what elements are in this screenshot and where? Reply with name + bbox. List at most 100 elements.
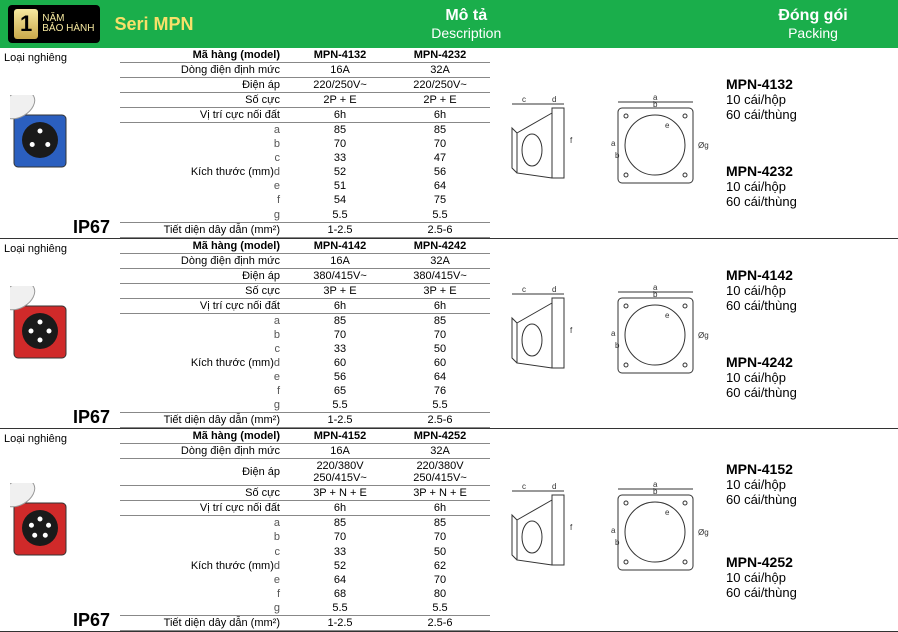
- dim-val: 51: [290, 179, 390, 193]
- dim-val: 60: [290, 356, 390, 370]
- spec-val: 220/250V~: [390, 78, 490, 93]
- dim-val: 65: [290, 384, 390, 398]
- spec-val: 6h: [390, 108, 490, 123]
- spec-val: 3P + E: [390, 283, 490, 298]
- front-diagram: a b e ab Øg: [603, 278, 713, 388]
- dim-row-label: e: [120, 179, 290, 193]
- front-diagram: a b e ab Øg: [603, 475, 713, 585]
- model-label: Mã hàng (model): [120, 239, 290, 254]
- tilt-label: Loại nghiêng: [4, 433, 116, 445]
- product-section: Loại nghiêng IP67 Mã hàng (model)MPN-414…: [0, 239, 898, 430]
- dim-val: 70: [390, 137, 490, 151]
- wire-label: Tiết diện dây dẫn (mm²): [120, 413, 290, 428]
- dim-val: 75: [390, 193, 490, 207]
- packing-model: MPN-4232: [726, 163, 884, 179]
- svg-text:b: b: [615, 341, 620, 350]
- packing-column: MPN-4142 10 cái/hộp 60 cái/thùng MPN-424…: [720, 239, 890, 429]
- packing-box: 10 cái/hộp: [726, 283, 884, 298]
- svg-text:Øg: Øg: [698, 528, 709, 537]
- svg-text:d: d: [552, 95, 556, 104]
- packing-carton: 60 cái/thùng: [726, 585, 884, 600]
- dim-row-label: c: [120, 342, 290, 356]
- dim-row-label: c: [120, 545, 290, 559]
- warranty-text: NĂM BẢO HÀNH: [42, 14, 94, 34]
- dim-val: 50: [390, 545, 490, 559]
- model-col: MPN-4132: [290, 48, 390, 63]
- spec-val: 220/380V 250/415V~: [290, 459, 390, 486]
- spec-label: Số cực: [120, 93, 290, 108]
- dim-val: 33: [290, 151, 390, 165]
- dim-val: 85: [390, 516, 490, 531]
- packing-box: 10 cái/hộp: [726, 477, 884, 492]
- spec-val: 2P + E: [390, 93, 490, 108]
- packing-block: MPN-4152 10 cái/hộp 60 cái/thùng: [726, 461, 884, 507]
- spec-val: 380/415V~: [290, 268, 390, 283]
- tilt-label: Loại nghiêng: [4, 52, 116, 64]
- svg-text:e: e: [665, 508, 670, 517]
- spec-val: 220/380V 250/415V~: [390, 459, 490, 486]
- svg-text:a: a: [611, 329, 616, 338]
- spec-label: Vị trí cực nối đất: [120, 298, 290, 313]
- side-diagram: cd f: [497, 278, 597, 388]
- packing-block: MPN-4252 10 cái/hộp 60 cái/thùng: [726, 554, 884, 600]
- packing-model: MPN-4242: [726, 354, 884, 370]
- packing-carton: 60 cái/thùng: [726, 492, 884, 507]
- packing-carton: 60 cái/thùng: [726, 298, 884, 313]
- dim-label: Kích thước (mm): [191, 357, 274, 369]
- packing-box: 10 cái/hộp: [726, 92, 884, 107]
- packing-column: MPN-4152 10 cái/hộp 60 cái/thùng MPN-425…: [720, 429, 890, 631]
- dim-val: 64: [290, 573, 390, 587]
- packing-model: MPN-4132: [726, 76, 884, 92]
- side-diagram: cd f: [497, 88, 597, 198]
- svg-text:Øg: Øg: [698, 331, 709, 340]
- dim-row-label: g: [120, 601, 290, 616]
- spec-val: 6h: [390, 298, 490, 313]
- warranty-bottom: BẢO HÀNH: [42, 23, 94, 34]
- dim-val: 50: [390, 342, 490, 356]
- svg-text:a: a: [611, 139, 616, 148]
- dim-row-label: f: [120, 193, 290, 207]
- dim-val: 60: [390, 356, 490, 370]
- svg-text:b: b: [653, 487, 658, 496]
- packing-block: MPN-4132 10 cái/hộp 60 cái/thùng: [726, 76, 884, 122]
- dim-val: 56: [390, 165, 490, 179]
- dim-val: 33: [290, 342, 390, 356]
- diagram-column: cd f a b e ab Øg: [490, 429, 720, 631]
- spec-val: 6h: [290, 501, 390, 516]
- dim-row-label: e: [120, 370, 290, 384]
- product-image: [10, 95, 110, 185]
- spec-table: Mã hàng (model)MPN-4152MPN-4252Dòng điện…: [120, 429, 490, 631]
- left-column: Loại nghiêng IP67: [0, 48, 120, 238]
- spec-label: Số cực: [120, 283, 290, 298]
- dim-val: 70: [390, 530, 490, 544]
- diagram-column: cd f a b e ab Øg: [490, 239, 720, 429]
- spec-table: Mã hàng (model)MPN-4142MPN-4242Dòng điện…: [120, 239, 490, 429]
- tilt-label: Loại nghiêng: [4, 243, 116, 255]
- dim-val: 5.5: [290, 398, 390, 413]
- dim-val: 33: [290, 545, 390, 559]
- product-section: Loại nghiêng IP67 Mã hàng (model)MPN-415…: [0, 429, 898, 632]
- dim-row-label: Kích thước (mm) d: [120, 559, 290, 573]
- desc-vi: Mô tả: [204, 7, 728, 25]
- spec-val: 2P + E: [290, 93, 390, 108]
- dim-val: 5.5: [290, 208, 390, 223]
- front-diagram: a b e ab Øg: [603, 88, 713, 198]
- dim-row-label: a: [120, 123, 290, 138]
- dim-row-label: Kích thước (mm) d: [120, 356, 290, 370]
- wire-val: 1-2.5: [290, 413, 390, 428]
- packing-block: MPN-4142 10 cái/hộp 60 cái/thùng: [726, 267, 884, 313]
- warranty-years: 1: [14, 9, 38, 39]
- dim-label: Kích thước (mm): [191, 166, 274, 178]
- pack-vi: Đóng gói: [728, 7, 898, 25]
- spec-val: 6h: [290, 298, 390, 313]
- dim-val: 47: [390, 151, 490, 165]
- spec-val: 32A: [390, 253, 490, 268]
- dim-row-label: Kích thước (mm) d: [120, 165, 290, 179]
- wire-val: 1-2.5: [290, 222, 390, 237]
- model-label: Mã hàng (model): [120, 429, 290, 444]
- dim-val: 62: [390, 559, 490, 573]
- spec-val: 3P + E: [290, 283, 390, 298]
- svg-text:f: f: [570, 523, 573, 532]
- spec-val: 16A: [290, 63, 390, 78]
- svg-text:c: c: [522, 95, 526, 104]
